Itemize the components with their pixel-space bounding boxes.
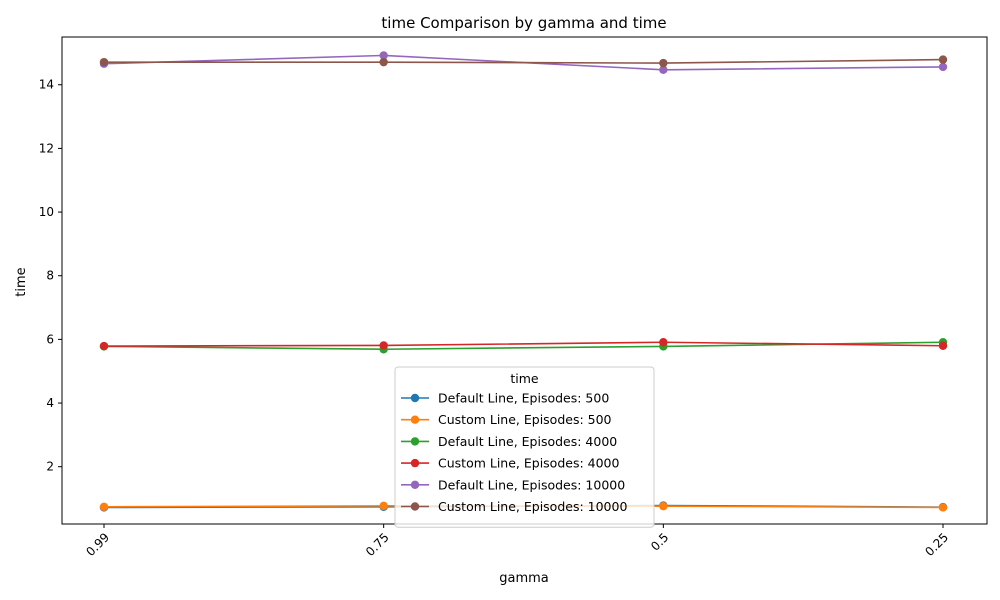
legend-entry: Custom Line, Episodes: 500 [401, 412, 612, 427]
legend-label: Custom Line, Episodes: 4000 [438, 456, 620, 471]
data-point [659, 501, 668, 511]
legend-label: Default Line, Episodes: 4000 [438, 434, 617, 449]
y-tick-label: 6 [46, 332, 54, 346]
x-tick-label: 0.99 [83, 530, 112, 559]
data-point [659, 65, 668, 74]
legend-marker [410, 502, 420, 511]
x-axis-label: gamma [499, 571, 549, 586]
data-point [659, 338, 668, 347]
y-axis-label: time [14, 267, 29, 296]
data-point [99, 341, 109, 351]
data-point [379, 51, 388, 60]
series-line [104, 58, 944, 64]
y-tick-label: 14 [39, 78, 54, 92]
data-point [99, 57, 109, 67]
legend-label: Default Line, Episodes: 500 [438, 391, 609, 406]
legend-label: Default Line, Episodes: 10000 [438, 477, 625, 492]
data-point [938, 62, 948, 72]
series-4 [99, 338, 948, 351]
legend-entry: Custom Line, Episodes: 10000 [401, 499, 627, 514]
legend-label: Custom Line, Episodes: 500 [438, 412, 612, 427]
series-line [103, 341, 944, 347]
data-point [938, 55, 948, 64]
legend-title: time [510, 371, 539, 386]
data-point [659, 58, 668, 68]
x-tick-label: 0.25 [922, 530, 951, 559]
x-tick-label: 0.5 [648, 530, 671, 553]
x-tick-label: 0.75 [363, 530, 392, 559]
data-point [379, 57, 388, 67]
legend-entry: Default Line, Episodes: 500 [401, 391, 609, 406]
y-tick-label: 10 [39, 205, 54, 219]
data-point [379, 501, 388, 511]
y-tick-label: 2 [46, 460, 54, 474]
legend: time Default Line, Episodes: 500 Custom Li… [394, 366, 655, 528]
y-tick-label: 4 [46, 396, 54, 410]
legend-box [394, 366, 655, 528]
plot-area: 2 4 6 8 10 12 14 0.99 0.75 0.5 0.25 [39, 36, 988, 559]
chart-title: time Comparison by gamma and time [381, 14, 666, 32]
legend-entry: Default Line, Episodes: 4000 [401, 434, 617, 449]
y-tick-label: 8 [46, 269, 54, 283]
y-tick-label: 12 [39, 141, 54, 155]
legend-label: Custom Line, Episodes: 10000 [438, 499, 627, 514]
data-point [938, 341, 948, 350]
legend-entry: Custom Line, Episodes: 4000 [401, 456, 620, 471]
legend-marker [410, 393, 420, 403]
data-point [99, 502, 109, 512]
legend-marker [410, 415, 420, 424]
data-point [938, 503, 948, 512]
legend-marker [410, 437, 420, 446]
legend-marker [410, 480, 420, 489]
legend-marker [410, 458, 420, 468]
legend-entry: Default Line, Episodes: 10000 [401, 477, 625, 492]
data-point [379, 341, 388, 350]
series-6 [99, 55, 948, 68]
